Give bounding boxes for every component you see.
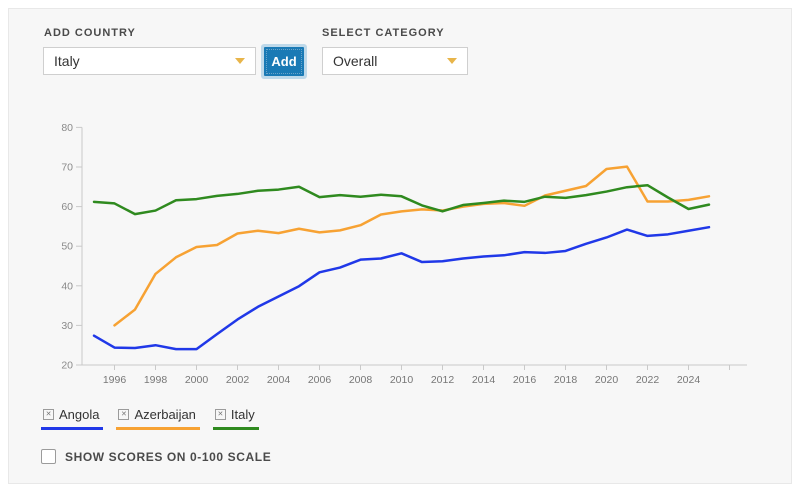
remove-country-icon[interactable]: ✕ (43, 409, 54, 420)
scale-toggle-row[interactable]: SHOW SCORES ON 0-100 SCALE (41, 449, 271, 464)
y-axis-tick-label: 50 (61, 241, 73, 253)
x-axis-tick-label: 2006 (308, 374, 332, 386)
chevron-down-icon (235, 58, 245, 64)
scale-checkbox[interactable] (41, 449, 56, 464)
x-axis-tick-label: 2012 (431, 374, 455, 386)
legend-label: Azerbaijan (134, 407, 196, 422)
legend-item-azerbaijan[interactable]: ✕ Azerbaijan (116, 405, 200, 430)
y-axis-tick-label: 80 (61, 122, 73, 134)
legend-item-italy[interactable]: ✕ Italy (212, 405, 259, 430)
y-axis-tick-label: 20 (61, 360, 73, 372)
chart-card: ADD COUNTRY Italy Add SELECT CATEGORY Ov… (8, 8, 792, 484)
x-axis-tick-label: 2010 (390, 374, 414, 386)
remove-country-icon[interactable]: ✕ (214, 409, 226, 420)
chart-area: 20 30 40 50 60 70 80 1996 1998 2000 2002 2004 2006 20… (51, 113, 757, 405)
series-line-italy (92, 183, 711, 216)
legend-label: Italy (230, 407, 255, 422)
chart-legend: ✕ Angola ✕ Azerbaijan ✕ Italy (41, 405, 259, 430)
x-axis-tick-label: 1998 (144, 374, 168, 386)
country-select[interactable]: Italy (43, 47, 256, 75)
legend-label: Angola (59, 407, 100, 422)
chevron-down-icon (447, 58, 457, 64)
scale-toggle-label: SHOW SCORES ON 0-100 SCALE (65, 449, 272, 464)
category-select-value: Overall (333, 53, 378, 69)
x-axis-tick-label: 2016 (513, 374, 537, 386)
y-axis-tick-label: 30 (61, 320, 73, 332)
x-axis-tick-label: 2022 (636, 374, 660, 386)
add-country-label: ADD COUNTRY (44, 27, 136, 39)
x-axis-tick-label: 2014 (472, 374, 496, 386)
add-country-button[interactable]: Add (264, 47, 304, 76)
legend-item-angola[interactable]: ✕ Angola (41, 405, 104, 430)
x-axis-tick-label: 2018 (554, 374, 578, 386)
x-axis-tick-label: 1996 (103, 374, 127, 386)
x-axis-tick-label: 2024 (677, 374, 701, 386)
y-axis-tick-label: 70 (61, 162, 73, 174)
country-select-value: Italy (54, 53, 80, 69)
y-axis-tick-label: 60 (61, 201, 73, 213)
x-axis-tick-label: 2004 (267, 374, 291, 386)
line-chart: 20 30 40 50 60 70 80 1996 1998 2000 2002 2004 2006 20… (61, 122, 747, 386)
select-category-label: SELECT CATEGORY (322, 27, 445, 39)
series-line-angola (92, 225, 711, 351)
series-line-azerbaijan (113, 165, 711, 327)
x-axis-tick-label: 2008 (349, 374, 373, 386)
x-axis-tick-label: 2020 (595, 374, 619, 386)
remove-country-icon[interactable]: ✕ (118, 409, 130, 420)
y-axis-tick-label: 40 (61, 280, 73, 292)
x-axis-tick-label: 2000 (185, 374, 209, 386)
x-axis-tick-label: 2002 (226, 374, 250, 386)
category-select[interactable]: Overall (322, 47, 468, 75)
